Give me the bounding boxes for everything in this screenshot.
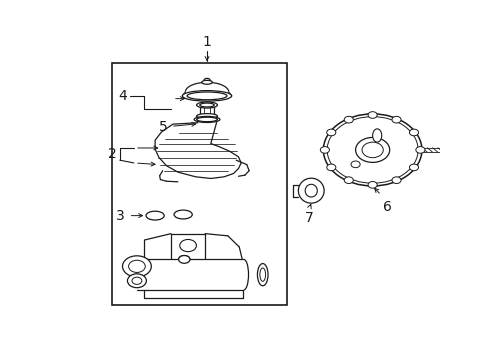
- Ellipse shape: [174, 210, 192, 219]
- Ellipse shape: [372, 129, 381, 142]
- Ellipse shape: [200, 103, 214, 107]
- Ellipse shape: [187, 92, 226, 100]
- Ellipse shape: [257, 264, 267, 286]
- Circle shape: [326, 117, 417, 183]
- Ellipse shape: [182, 91, 231, 101]
- Circle shape: [415, 147, 424, 153]
- Text: 6: 6: [382, 199, 391, 213]
- Ellipse shape: [196, 114, 217, 118]
- Circle shape: [367, 112, 376, 118]
- Circle shape: [391, 116, 400, 123]
- Circle shape: [326, 164, 335, 171]
- Circle shape: [367, 181, 376, 188]
- Circle shape: [326, 129, 335, 136]
- Ellipse shape: [298, 178, 324, 203]
- Polygon shape: [155, 123, 241, 179]
- Text: 4: 4: [118, 89, 126, 103]
- Text: 3: 3: [116, 208, 124, 222]
- Bar: [112, 63, 286, 305]
- Circle shape: [127, 274, 146, 288]
- Ellipse shape: [178, 256, 189, 263]
- Text: 1: 1: [202, 35, 211, 49]
- Circle shape: [391, 177, 400, 184]
- Circle shape: [408, 164, 418, 171]
- Text: 5: 5: [158, 120, 167, 134]
- Ellipse shape: [146, 211, 164, 220]
- Ellipse shape: [259, 268, 265, 281]
- Ellipse shape: [305, 184, 317, 197]
- Circle shape: [344, 116, 353, 123]
- Text: 2: 2: [108, 147, 117, 161]
- Text: 7: 7: [304, 211, 313, 225]
- Ellipse shape: [196, 117, 217, 122]
- Circle shape: [350, 161, 359, 168]
- Circle shape: [320, 147, 329, 153]
- Circle shape: [128, 260, 145, 273]
- Ellipse shape: [196, 102, 217, 108]
- Circle shape: [323, 114, 421, 186]
- Circle shape: [355, 138, 389, 162]
- Circle shape: [180, 239, 196, 252]
- Circle shape: [122, 256, 151, 277]
- Circle shape: [132, 277, 142, 284]
- Circle shape: [344, 177, 353, 184]
- Circle shape: [361, 142, 383, 158]
- Circle shape: [408, 129, 418, 136]
- Ellipse shape: [202, 80, 212, 84]
- Ellipse shape: [194, 116, 220, 122]
